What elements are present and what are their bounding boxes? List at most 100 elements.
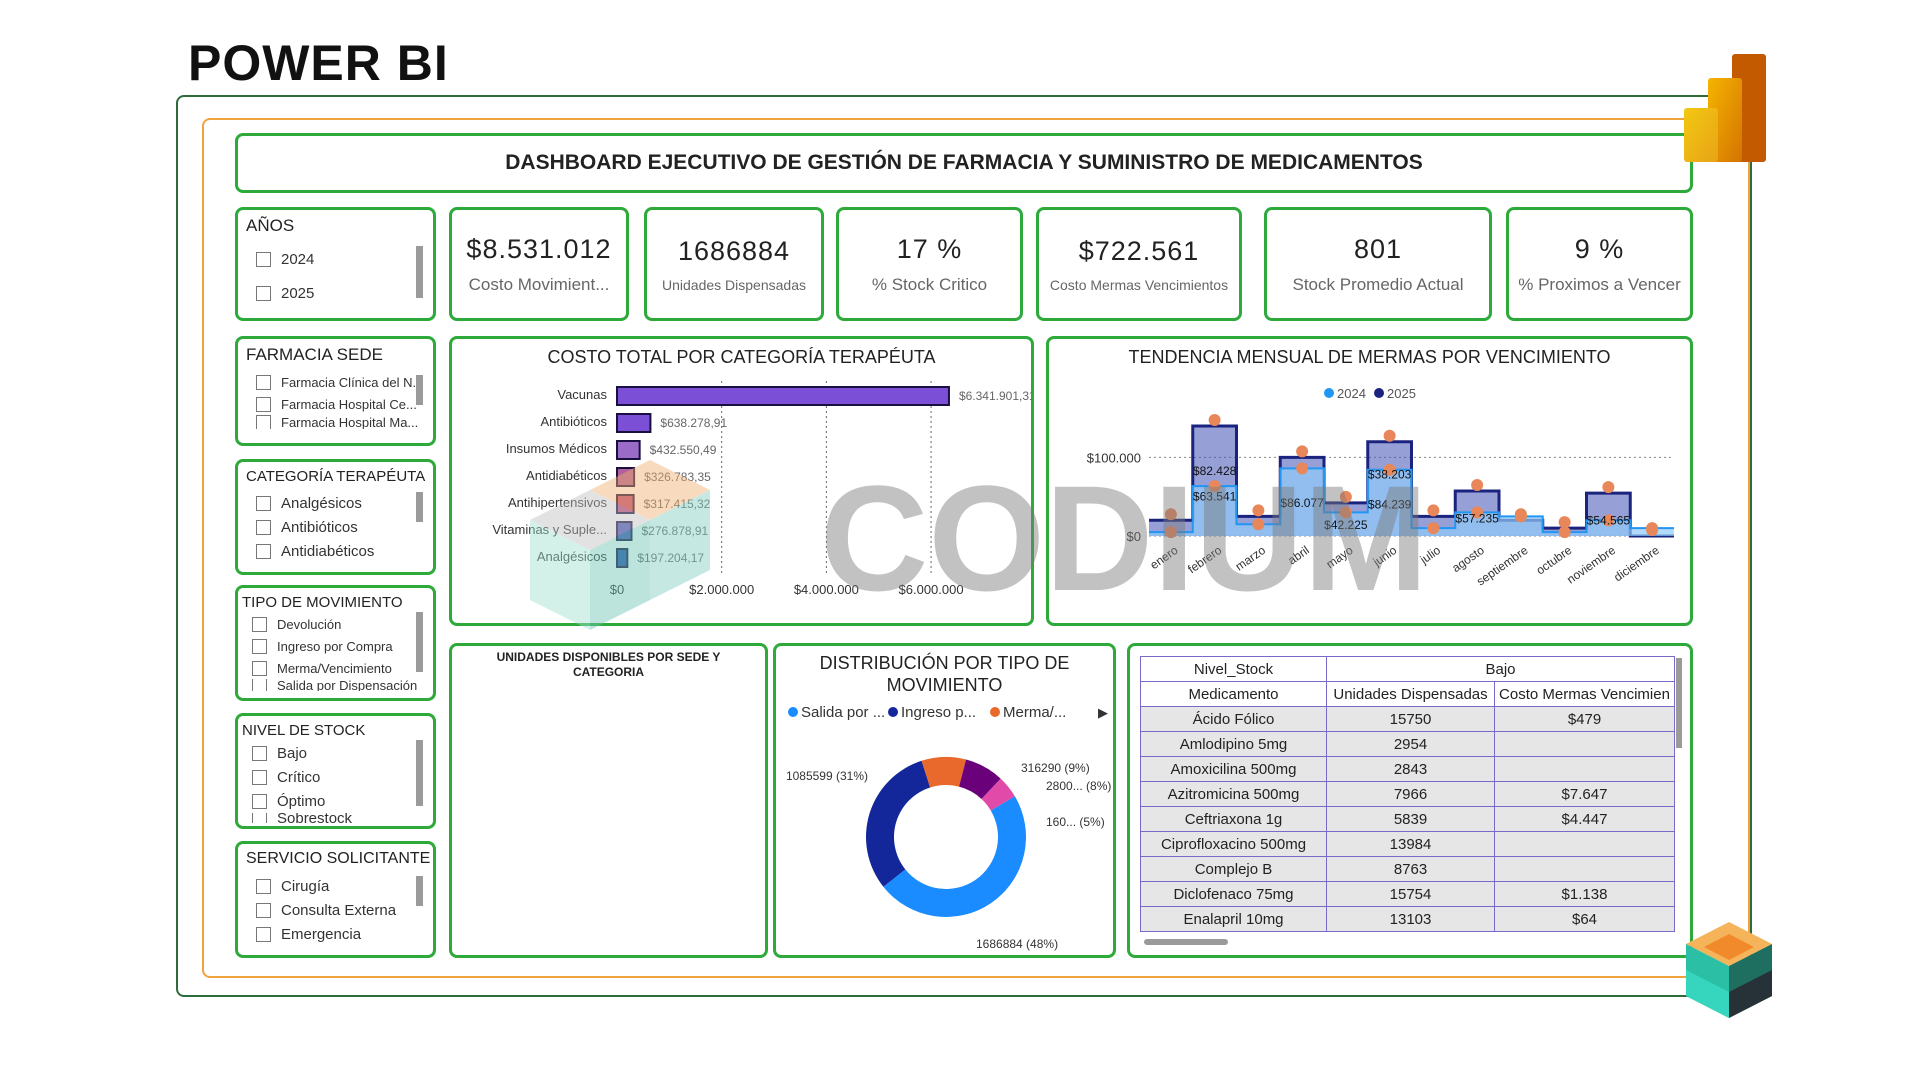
table-row[interactable]: Diclofenaco 75mg 15754 $1.138 — [1140, 881, 1675, 907]
checkbox[interactable] — [252, 793, 267, 809]
bar-chart-svg: $0 $2.000.000 $4.000.000 $6.000.000 Vacunas $… — [492, 381, 1032, 597]
checkbox[interactable] — [252, 813, 267, 823]
legend-label: Salida por ... — [801, 704, 885, 721]
slicer-option-2024[interactable]: 2024 — [246, 242, 425, 276]
checkbox[interactable] — [256, 902, 271, 918]
chart-title: TENDENCIA MENSUAL DE MERMAS POR VENCIMIE… — [1128, 347, 1611, 367]
bar — [616, 548, 629, 568]
table-row[interactable]: Amlodipino 5mg 2954 — [1140, 731, 1675, 757]
checkbox[interactable] — [256, 495, 271, 511]
slicer-option-2025[interactable]: 2025 — [246, 276, 425, 310]
checkbox[interactable] — [256, 878, 271, 894]
scrollbar[interactable] — [416, 492, 423, 522]
scrollbar[interactable] — [416, 375, 423, 405]
scrollbar[interactable] — [416, 740, 423, 806]
checkbox[interactable] — [252, 679, 267, 691]
data-point-2025 — [1602, 481, 1615, 494]
inner-frame — [202, 118, 1750, 978]
data-point-2024 — [1296, 462, 1309, 475]
slicer-anos[interactable]: AÑOS 2024 2025 — [235, 207, 436, 321]
outer-frame — [176, 95, 1752, 997]
slicer-title: SERVICIO SOLICITANTE — [246, 850, 431, 867]
table-scrollbar-v[interactable] — [1676, 658, 1682, 748]
kpi-card-proximos-vencer[interactable]: 9 % % Proximos a Vencer — [1506, 207, 1693, 321]
table-scrollbar-h[interactable] — [1144, 939, 1228, 945]
checkbox[interactable] — [256, 926, 271, 942]
slicer-farmacia-sede[interactable]: FARMACIA SEDE Farmacia Clínica del N... … — [235, 336, 436, 446]
category-label: Antihipertensivos — [508, 495, 607, 510]
area-chart-mermas[interactable]: TENDENCIA MENSUAL DE MERMAS POR VENCIMIE… — [1046, 336, 1693, 626]
donut-slice — [981, 778, 1015, 811]
treemap-unidades[interactable]: UNIDADES DISPONIBLES POR SEDE Y CATEGORI… — [449, 643, 768, 958]
bar — [616, 386, 950, 406]
kpi-card-stock-critico[interactable]: 17 % % Stock Critico — [836, 207, 1023, 321]
checkbox[interactable] — [252, 638, 267, 654]
table-row[interactable]: Enalapril 10mg 13103 $64 — [1140, 906, 1675, 932]
scrollbar[interactable] — [416, 612, 423, 672]
slicer-categoria-terapeutica[interactable]: CATEGORÍA TERAPÉUTA Analgésicos Antibiót… — [235, 459, 436, 575]
checkbox[interactable] — [256, 285, 271, 301]
slicer-option[interactable]: Farmacia Hospital Ce... — [246, 393, 425, 415]
kpi-card-costo-mermas[interactable]: $722.561 Costo Mermas Vencimientos — [1036, 207, 1242, 321]
slicer-option[interactable]: Crítico — [242, 765, 425, 789]
slicer-option[interactable]: Antibióticos — [246, 515, 425, 539]
slicer-nivel-stock[interactable]: NIVEL DE STOCK Bajo Crítico Óptimo Sobre… — [235, 713, 436, 829]
slicer-option[interactable]: Farmacia Clínica del N... — [246, 371, 425, 393]
stock-table[interactable]: Nivel_Stock Bajo Medicamento Unidades Di… — [1140, 656, 1675, 932]
slicer-option[interactable]: Ingreso por Compra — [242, 635, 425, 657]
table-row[interactable]: Ceftriaxona 1g 5839 $4.447 — [1140, 806, 1675, 832]
slicer-option[interactable]: Consulta Externa — [246, 898, 425, 922]
kpi-card-costo-movimientos[interactable]: $8.531.012 Costo Movimient... — [449, 207, 629, 321]
kpi-label: Unidades Dispensadas — [662, 276, 806, 293]
table-row[interactable]: Azitromicina 500mg 7966 $7.647 — [1140, 781, 1675, 807]
checkbox[interactable] — [252, 616, 267, 632]
slicer-option[interactable]: Bajo — [242, 741, 425, 765]
slicer-servicio-solicitante[interactable]: SERVICIO SOLICITANTE Cirugía Consulta Ex… — [235, 841, 436, 958]
treemap-tile[interactable]: Farmacia Clínica del Norte Piura 342681 — [461, 784, 647, 869]
bar-chart-costo-categoria[interactable]: COSTO TOTAL POR CATEGORÍA TERAPÉUTA $0 $2… — [449, 336, 1034, 626]
slicer-option[interactable]: Antidiabéticos — [246, 539, 425, 563]
kpi-card-stock-promedio[interactable]: 801 Stock Promedio Actual — [1264, 207, 1492, 321]
slicer-option[interactable]: Sobrestock — [242, 813, 425, 823]
slicer-option[interactable]: Emergencia — [246, 922, 425, 946]
slicer-tipo-movimiento[interactable]: TIPO DE MOVIMIENTO Devolución Ingreso po… — [235, 585, 436, 701]
category-label: Vitaminas y Suple... — [492, 522, 607, 537]
data-point-2025 — [1427, 504, 1440, 517]
slicer-option[interactable]: Devolución — [242, 613, 425, 635]
checkbox[interactable] — [252, 660, 267, 676]
slicer-option[interactable]: Cirugía — [246, 874, 425, 898]
checkbox[interactable] — [256, 251, 271, 267]
checkbox[interactable] — [256, 396, 271, 412]
slicer-option[interactable]: Analgésicos — [246, 491, 425, 515]
checkbox[interactable] — [252, 769, 267, 785]
column-header[interactable]: Costo Mermas Vencimien — [1494, 681, 1675, 707]
table-row[interactable]: Ciprofloxacino 500mg 13984 — [1140, 831, 1675, 857]
scrollbar[interactable] — [416, 246, 423, 298]
kpi-label: % Proximos a Vencer — [1518, 274, 1681, 294]
column-header[interactable]: Medicamento — [1140, 681, 1327, 707]
treemap-tile[interactable]: Farmacia Hospit... 298895 — [647, 825, 753, 949]
slicer-option[interactable]: Merma/Vencimiento — [242, 657, 425, 679]
checkbox[interactable] — [252, 745, 267, 761]
data-point-2025 — [1252, 504, 1265, 517]
treemap-tile[interactable]: Farmacia Hospital Materno Inf... 391157 — [461, 688, 647, 784]
slicer-option[interactable]: Óptimo — [242, 789, 425, 813]
table-row[interactable]: Amoxicilina 500mg 2843 — [1140, 756, 1675, 782]
table-row[interactable]: Ácido Fólico 15750 $479 — [1140, 706, 1675, 732]
donut-chart-movimiento[interactable]: DISTRIBUCIÓN POR TIPO DE MOVIMIENTO Sali… — [773, 643, 1116, 958]
slicer-option[interactable]: Salida por Dispensación — [242, 679, 425, 691]
checkbox[interactable] — [256, 543, 271, 559]
checkbox[interactable] — [256, 374, 271, 390]
treemap-tile[interactable]: Farmacia Hospital Central Lima 328978 — [461, 869, 647, 949]
slicer-option[interactable]: Farmacia Hospital Ma... — [246, 415, 425, 429]
checkbox[interactable] — [256, 415, 271, 429]
table-row[interactable]: Complejo B 8763 — [1140, 856, 1675, 882]
checkbox[interactable] — [256, 519, 271, 535]
column-header[interactable]: Unidades Dispensadas — [1326, 681, 1495, 707]
scrollbar[interactable] — [416, 876, 423, 906]
stock-table-card[interactable]: Nivel_Stock Bajo Medicamento Unidades Di… — [1127, 643, 1693, 958]
x-tick-label: febrero — [1185, 543, 1224, 576]
treemap-tile[interactable]: Farmacia Hospit... 325173 — [647, 688, 753, 825]
kpi-card-unidades-dispensadas[interactable]: 1686884 Unidades Dispensadas — [644, 207, 824, 321]
data-point-2025 — [1339, 490, 1352, 503]
